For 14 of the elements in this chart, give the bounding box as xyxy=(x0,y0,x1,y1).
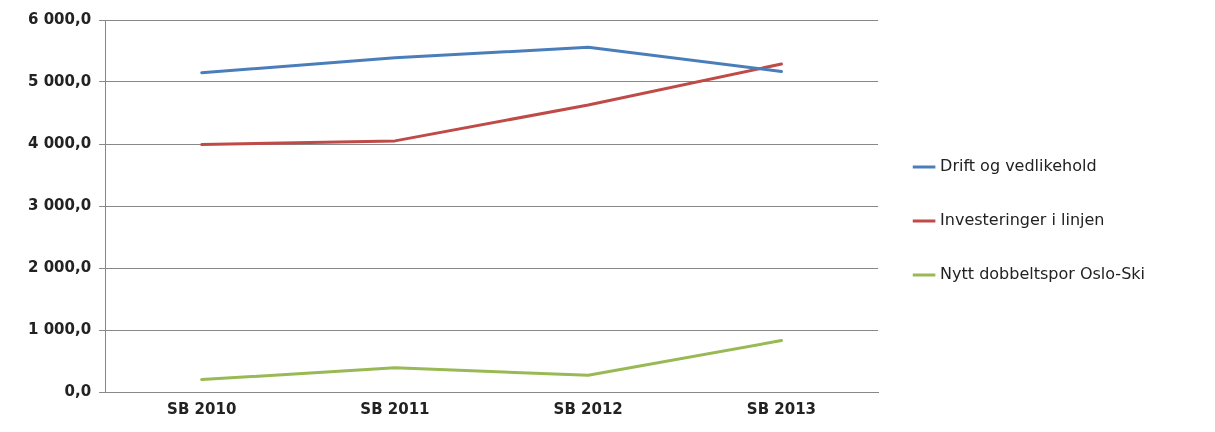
y-tick-label: 3 000,0 xyxy=(28,195,92,214)
y-tick-label: 4 000,0 xyxy=(28,133,92,152)
x-tick-label: SB 2012 xyxy=(553,399,623,418)
x-tick-label: SB 2011 xyxy=(360,399,430,418)
y-tick-label: 2 000,0 xyxy=(28,257,92,276)
x-tick-label: SB 2013 xyxy=(746,399,817,418)
legend-label: Investeringer i linjen xyxy=(940,210,1105,230)
y-tick-label: 5 000,0 xyxy=(28,71,92,90)
x-tick-label: SB 2010 xyxy=(167,399,237,418)
legend-label: Nytt dobbeltspor Oslo-Ski xyxy=(940,264,1145,284)
legend-label: Drift og vedlikehold xyxy=(940,156,1097,176)
y-tick-label: 1 000,0 xyxy=(28,319,92,338)
y-tick-label: 0,0 xyxy=(64,381,92,400)
y-tick-label: 6 000,0 xyxy=(28,9,92,28)
